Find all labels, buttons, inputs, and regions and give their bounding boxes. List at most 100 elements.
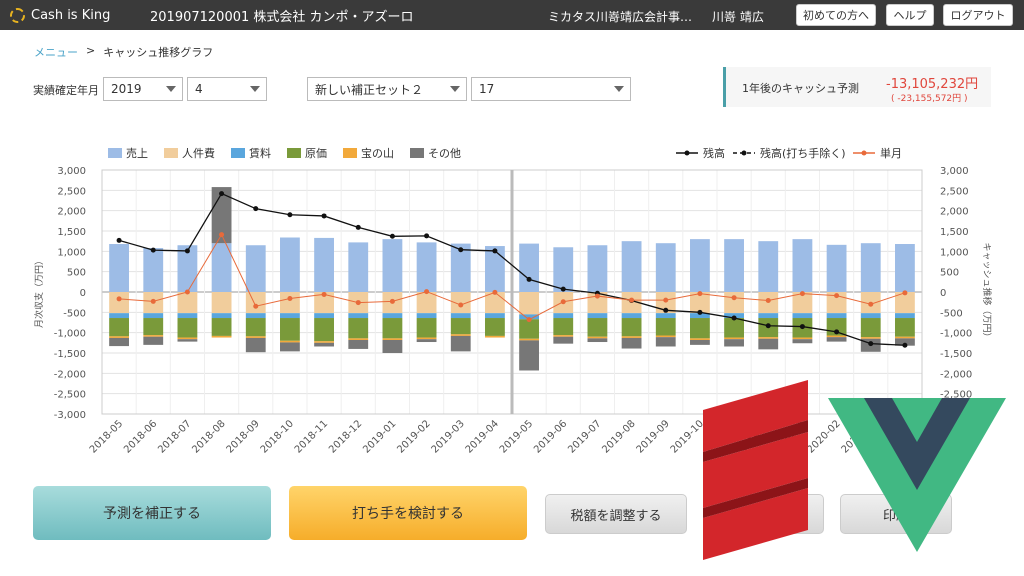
- right-axis-tick-label: -2,000: [940, 369, 972, 380]
- point-単月: [902, 290, 908, 296]
- month-select[interactable]: 4: [187, 77, 267, 101]
- bar-宝の山: [826, 335, 847, 338]
- bar-売上: [109, 244, 129, 292]
- help-button[interactable]: ヘルプ: [886, 4, 934, 26]
- bar-人件費: [485, 292, 505, 314]
- bar-宝の山: [690, 338, 710, 340]
- bar-売上: [245, 245, 266, 292]
- point-単月: [219, 232, 225, 238]
- bar-売上: [485, 246, 505, 292]
- cash-flow-chart: 3,000 2,500 2,000 1,500 1,000 500 0 -500 -1,000 -…: [33, 146, 993, 456]
- point-単月: [594, 293, 600, 299]
- bar-その他: [826, 337, 847, 342]
- left-axis-tick-label: -3,000: [54, 410, 86, 421]
- bar-売上: [519, 243, 539, 292]
- bar-原価: [553, 318, 574, 336]
- app-logo[interactable]: Cash is King: [10, 7, 128, 23]
- bar-賃料: [416, 313, 437, 319]
- hidden-action-button[interactable]: [712, 494, 824, 534]
- print-button[interactable]: 印刷: [840, 494, 952, 534]
- bar-宝の山: [211, 335, 232, 338]
- point-残高: [663, 307, 669, 313]
- bar-人件費: [519, 292, 539, 315]
- bar-宝の山: [416, 337, 437, 340]
- left-axis-label: 月次収支（万円）: [33, 256, 45, 328]
- cash-forecast-label: 1年後のキャッシュ予測: [742, 82, 859, 95]
- legend-label: その他: [428, 147, 461, 160]
- bar-賃料: [895, 313, 915, 319]
- legend-swatch: [231, 148, 245, 158]
- bar-賃料: [485, 313, 505, 319]
- first-time-button[interactable]: 初めての方へ: [796, 4, 876, 26]
- x-axis-tick-label: 2019-06: [532, 418, 569, 455]
- point-単月: [321, 291, 327, 297]
- bar-宝の山: [553, 335, 574, 337]
- left-axis-tick-label: -2,000: [54, 369, 86, 380]
- coin-icon: [10, 7, 25, 23]
- point-単月: [731, 295, 737, 301]
- x-axis-tick-label: 2019-04: [464, 418, 501, 455]
- right-axis-tick-label: -500: [940, 308, 963, 319]
- cash-forecast-value: -13,105,232円: [886, 77, 979, 92]
- bar-売上: [450, 243, 471, 292]
- bar-人件費: [314, 292, 334, 314]
- left-axis-tick-label: 1,000: [57, 247, 86, 258]
- bar-賃料: [587, 313, 608, 319]
- bar-原価: [109, 318, 129, 337]
- bar-売上: [177, 245, 198, 292]
- bar-売上: [211, 243, 232, 292]
- left-axis-tick-label: 1,500: [57, 227, 86, 238]
- bar-原価: [416, 318, 437, 338]
- bar-賃料: [860, 313, 881, 319]
- confirmed-month-label: 実績確定年月: [33, 84, 99, 97]
- x-axis-tick-label: 2019-01: [361, 418, 398, 455]
- bar-宝の山: [450, 334, 471, 336]
- correction-value-select[interactable]: 17: [471, 77, 631, 101]
- bar-賃料: [314, 313, 334, 319]
- point-残高: [219, 191, 225, 197]
- bar-原価: [450, 318, 471, 335]
- top-bar: Cash is King 201907120001 株式会社 カンポ・アズーロ …: [0, 0, 1024, 30]
- bar-売上: [655, 243, 676, 292]
- point-残高: [321, 213, 327, 219]
- left-axis-tick-label: 3,000: [57, 166, 86, 177]
- bar-賃料: [655, 313, 676, 319]
- chevron-down-icon: [166, 86, 176, 92]
- point-単月: [287, 296, 293, 302]
- bar-人件費: [211, 292, 232, 314]
- right-axis-tick-label: 0: [940, 288, 946, 299]
- bar-その他: [792, 339, 813, 344]
- logout-button[interactable]: ログアウト: [943, 4, 1013, 26]
- line-単月: [119, 233, 906, 321]
- legend-marker: [741, 150, 747, 156]
- bar-その他: [519, 340, 539, 371]
- bar-賃料: [553, 313, 574, 319]
- right-axis-label: キャッシュ推移（万円）: [981, 242, 993, 341]
- left-axis-tick-label: 2,500: [57, 186, 86, 197]
- adjust-forecast-button[interactable]: 予測を補正する: [33, 486, 271, 540]
- legend-label: 人件費: [182, 146, 215, 160]
- legend-swatch: [108, 148, 122, 158]
- consider-measures-button[interactable]: 打ち手を検討する: [289, 486, 527, 540]
- correction-set-select[interactable]: 新しい補正セット２: [307, 77, 467, 101]
- bar-人件費: [690, 292, 710, 314]
- legend-swatch: [343, 148, 357, 158]
- breadcrumb-menu-link[interactable]: メニュー: [34, 46, 78, 59]
- x-axis-tick-label: 2019-11: [703, 418, 740, 455]
- bar-原価: [211, 318, 232, 336]
- bar-宝の山: [348, 338, 369, 340]
- bar-賃料: [826, 313, 847, 319]
- year-select[interactable]: 2019: [103, 77, 183, 101]
- point-残高: [765, 323, 771, 329]
- bar-その他: [450, 335, 471, 352]
- bar-原価: [314, 318, 334, 342]
- adjust-tax-button[interactable]: 税額を調整する: [545, 494, 687, 534]
- bar-売上: [382, 239, 403, 292]
- bar-売上: [416, 242, 437, 292]
- bar-原価: [143, 318, 164, 336]
- bar-宝の山: [758, 337, 779, 339]
- bar-売上: [621, 241, 642, 292]
- breadcrumb-current: キャッシュ推移グラフ: [103, 46, 214, 59]
- bar-賃料: [143, 313, 164, 319]
- cash-forecast-sub-value: ( -23,155,572円 ): [891, 94, 968, 104]
